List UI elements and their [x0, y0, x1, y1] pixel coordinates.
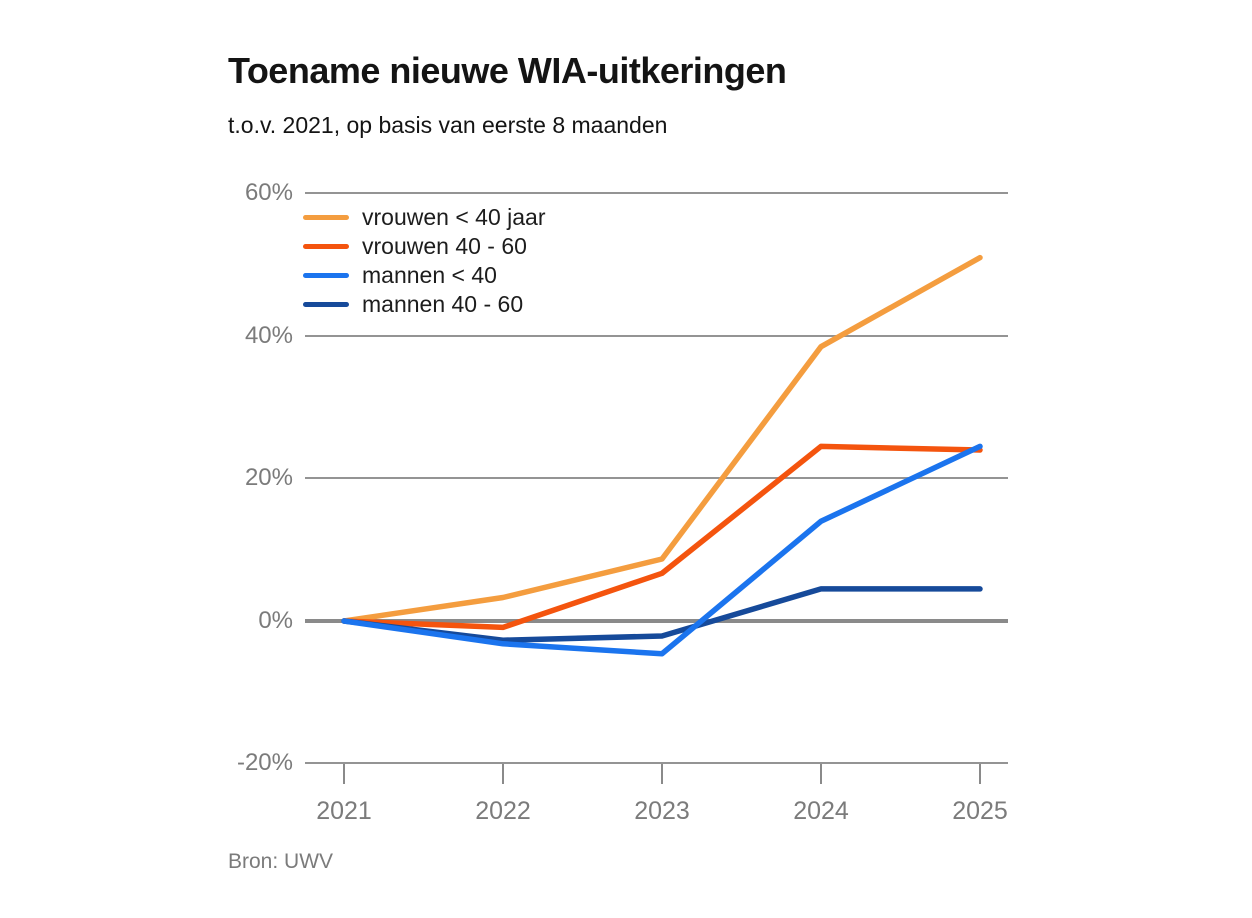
x-tick-2025	[979, 764, 981, 784]
legend-swatch-mannen-40-60-icon	[303, 302, 349, 307]
chart-title: Toename nieuwe WIA-uitkeringen	[228, 50, 787, 91]
legend-label-vrouwen-40-60: vrouwen 40 - 60	[362, 233, 527, 259]
legend-item-vrouwen-40-60: vrouwen 40 - 60	[303, 232, 545, 261]
y-axis-label-60: 60%	[244, 179, 293, 206]
series-line-vrouwen-lt-40	[341, 254, 983, 624]
legend-swatch-vrouwen-40-60-icon	[303, 244, 349, 249]
x-axis-label-2025: 2025	[952, 797, 1008, 825]
x-axis-label-2024: 2024	[793, 797, 849, 825]
y-axis-label-minus20: -20%	[236, 749, 293, 776]
legend-label-mannen-40-60: mannen 40 - 60	[362, 291, 524, 317]
gridline-20pct	[305, 477, 1008, 479]
gridline-0pct-baseline	[305, 619, 1008, 623]
series-line-mannen-lt-40	[341, 443, 983, 657]
chart-subtitle: t.o.v. 2021, op basis van eerste 8 maand…	[228, 112, 668, 138]
x-axis-label-2022: 2022	[475, 797, 531, 825]
legend: vrouwen < 40 jaar vrouwen 40 - 60 mannen…	[303, 203, 545, 319]
line-chart-svg	[341, 254, 983, 657]
legend-item-mannen-lt-40: mannen < 40	[303, 261, 545, 290]
x-tick-2021	[343, 764, 345, 784]
x-axis-label-2021: 2021	[316, 797, 372, 825]
gridline-60pct	[305, 192, 1008, 194]
legend-item-mannen-40-60: mannen 40 - 60	[303, 290, 545, 319]
x-tick-2022	[502, 764, 504, 784]
legend-label-vrouwen-lt-40: vrouwen < 40 jaar	[362, 204, 546, 230]
x-tick-2024	[820, 764, 822, 784]
x-axis-label-2023: 2023	[634, 797, 690, 825]
x-tick-2023	[661, 764, 663, 784]
y-axis-label-0: 0%	[258, 607, 293, 634]
gridline-40pct	[305, 335, 1008, 337]
legend-item-vrouwen-lt-40: vrouwen < 40 jaar	[303, 203, 545, 232]
gridline-minus20pct-axis	[305, 762, 1008, 764]
y-axis-label-20: 20%	[244, 464, 293, 491]
legend-swatch-vrouwen-lt-40-icon	[303, 215, 349, 220]
source-note: Bron: UWV	[228, 850, 334, 873]
legend-swatch-mannen-lt-40-icon	[303, 273, 349, 278]
y-axis-label-40: 40%	[244, 322, 293, 349]
series-line-vrouwen-40-60	[341, 443, 983, 631]
legend-label-mannen-lt-40: mannen < 40	[362, 262, 497, 288]
